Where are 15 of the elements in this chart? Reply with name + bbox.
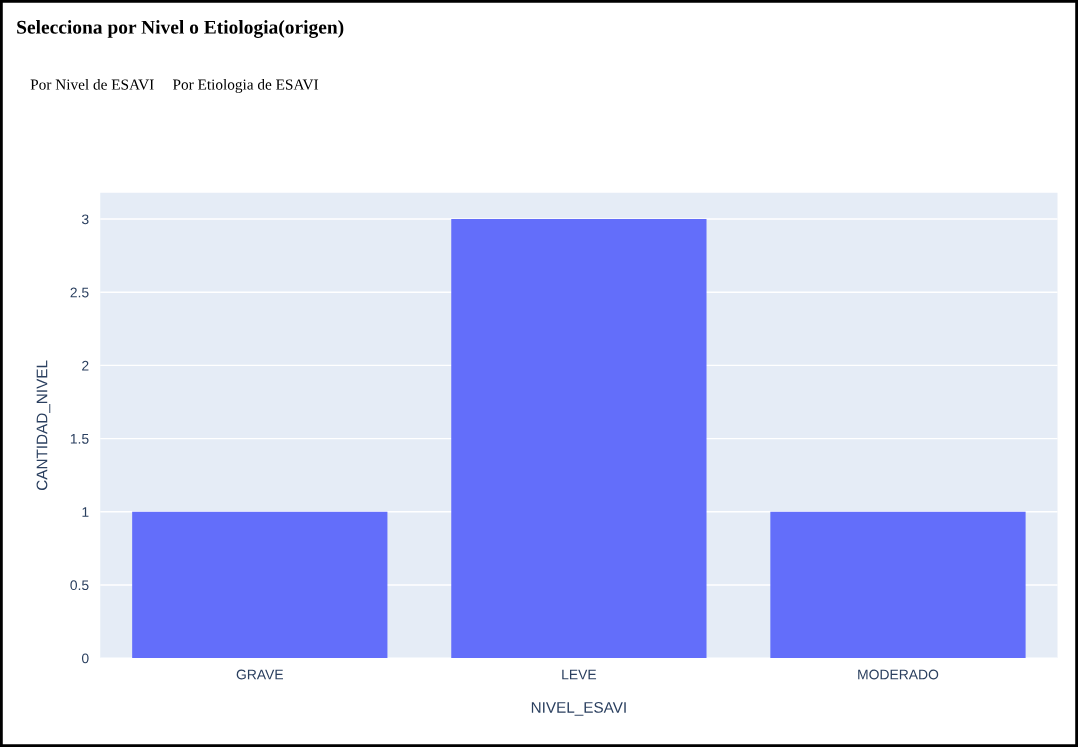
x-tick-label: GRAVE xyxy=(236,669,283,680)
y-tick-label: 1 xyxy=(82,507,89,517)
y-axis-title: CANTIDAD_NIVEL xyxy=(36,360,51,491)
x-tick-label: MODERADO xyxy=(858,669,939,680)
chart-title: Selecciona por Nivel o Etiologia(origen) xyxy=(17,20,344,38)
y-tick-label: 3 xyxy=(81,214,89,225)
x-axis-title: NIVEL_ESAVI xyxy=(531,702,626,716)
text: Por Nivel de ESAVI xyxy=(30,78,154,90)
y-tick-label: 2.5 xyxy=(70,287,89,298)
x-tick-label: LEVE xyxy=(562,669,597,680)
y-tick-label: 1.5 xyxy=(70,434,89,444)
y-tick-label: 0 xyxy=(81,653,89,664)
y-tick-label: 0.5 xyxy=(70,580,89,591)
text: Por Etiologia de ESAVI xyxy=(172,78,319,93)
y-tick-label: 2 xyxy=(82,360,89,371)
